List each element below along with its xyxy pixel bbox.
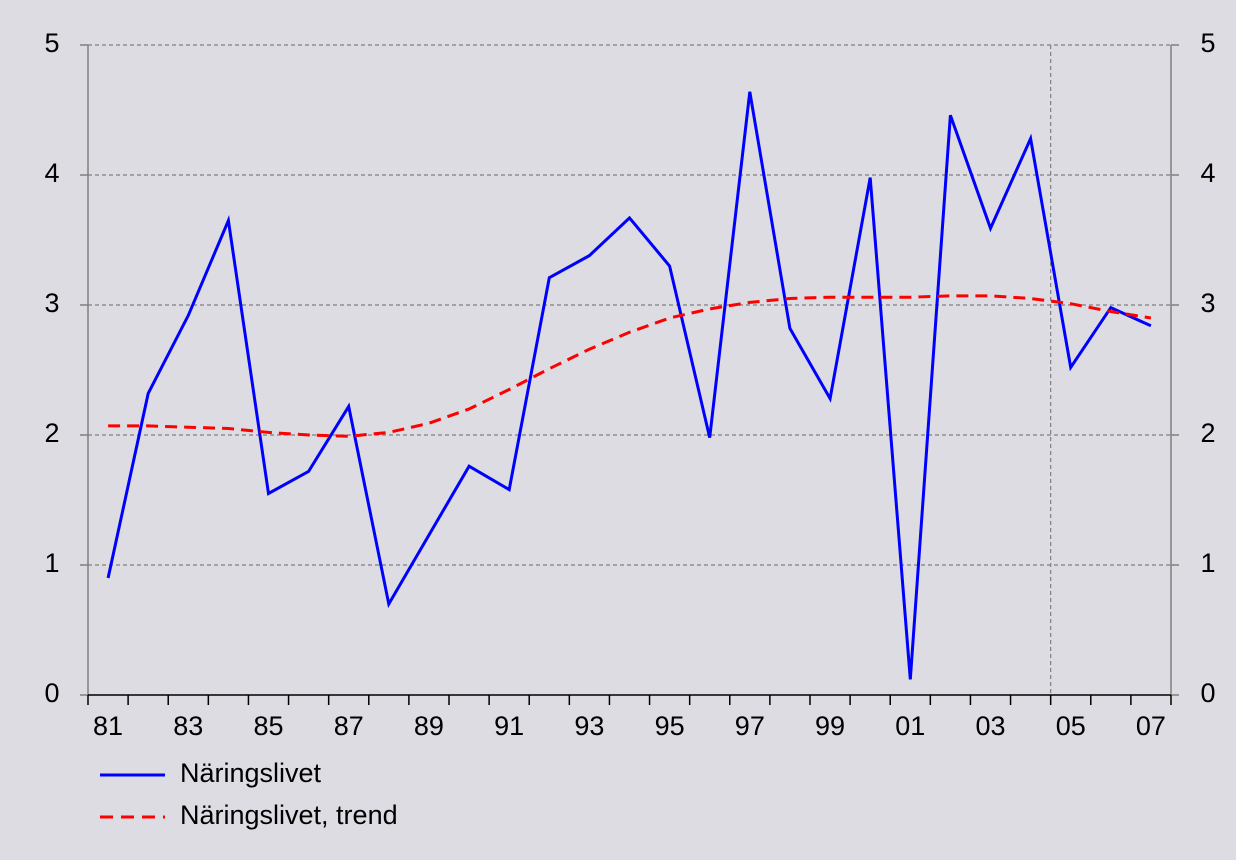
x-tick-label: 97 (735, 711, 765, 741)
y2-tick-label: 5 (1200, 28, 1215, 58)
x-tick-label: 93 (574, 711, 604, 741)
y-tick-label: 1 (44, 548, 59, 578)
y-tick-label: 4 (44, 158, 59, 188)
y2-tick-label: 2 (1200, 418, 1215, 448)
y2-tick-label: 1 (1200, 548, 1215, 578)
x-tick-label: 07 (1136, 711, 1166, 741)
legend-label: Näringslivet (180, 758, 322, 788)
series-line (108, 294, 1152, 438)
x-tick-label: 81 (93, 711, 123, 741)
y2-tick-label: 0 (1200, 678, 1215, 708)
x-tick-label: 91 (494, 711, 524, 741)
series-line (106, 91, 1152, 680)
legend-label: Näringslivet, trend (180, 800, 398, 830)
y-tick-label: 0 (44, 678, 59, 708)
x-tick-label: 95 (655, 711, 685, 741)
x-tick-label: 83 (173, 711, 203, 741)
y-tick-label: 2 (44, 418, 59, 448)
x-tick-label: 87 (334, 711, 364, 741)
y-tick-label: 5 (44, 28, 59, 58)
x-tick-label: 85 (253, 711, 283, 741)
y-tick-label: 3 (44, 288, 59, 318)
y2-tick-label: 4 (1200, 158, 1215, 188)
x-tick-label: 99 (815, 711, 845, 741)
y2-tick-label: 3 (1200, 288, 1215, 318)
x-tick-label: 05 (1056, 711, 1086, 741)
x-tick-label: 89 (414, 711, 444, 741)
x-tick-label: 01 (895, 711, 925, 741)
x-tick-label: 03 (975, 711, 1005, 741)
